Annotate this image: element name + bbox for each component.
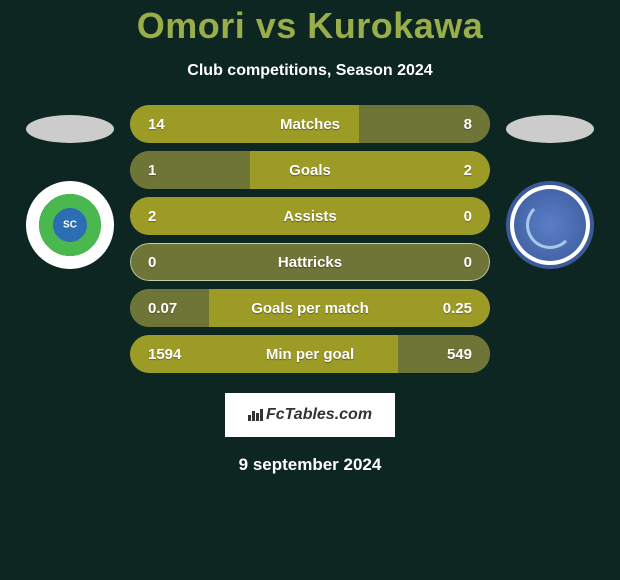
- season-subtitle: Club competitions, Season 2024: [187, 62, 432, 80]
- infographic-container: Omori vs Kurokawa Club competitions, Sea…: [0, 0, 620, 580]
- player-left-column: SC: [10, 105, 130, 269]
- stat-right-value: 0: [464, 254, 472, 271]
- stat-bar-min-per-goal: 1594 Min per goal 549: [130, 335, 490, 373]
- main-content-row: SC 14Matches81Goals22Assists00Hattricks0…: [0, 105, 620, 373]
- stat-label: Goals per match: [251, 300, 369, 317]
- stat-left-value: 14: [148, 116, 165, 133]
- stat-bar-assists: 2 Assists 0: [130, 197, 490, 235]
- stat-right-value: 549: [447, 346, 472, 363]
- fctables-attribution: FcTables.com: [225, 393, 395, 437]
- stat-left-value: 1594: [148, 346, 181, 363]
- stat-label: Min per goal: [266, 346, 354, 363]
- stat-bar-goals-per-match: 0.07 Goals per match 0.25: [130, 289, 490, 327]
- stat-right-value: 2: [464, 162, 472, 179]
- stat-right-value: 0: [464, 208, 472, 225]
- stat-left-value: 0: [148, 254, 156, 271]
- stats-column: 14 Matches 8 1 Goals 2 2 Assists 0 0 Hattricks 0 0.0…: [130, 105, 490, 373]
- stat-left-value: 2: [148, 208, 156, 225]
- stat-label: Matches: [280, 116, 340, 133]
- stat-left-value: 1: [148, 162, 156, 179]
- fctables-label: FcTables.com: [266, 406, 372, 424]
- stat-bar-matches: 14 Matches 8: [130, 105, 490, 143]
- stat-right-value: 0.25: [443, 300, 472, 317]
- stat-left-value: 0.07: [148, 300, 177, 317]
- tochigi-sc-badge: SC: [26, 181, 114, 269]
- mito-hollyhock-badge: [506, 181, 594, 269]
- comparison-title: Omori vs Kurokawa: [137, 5, 484, 47]
- stat-label: Goals: [289, 162, 331, 179]
- player-left-photo-placeholder: [26, 115, 114, 143]
- player-right-photo-placeholder: [506, 115, 594, 143]
- infographic-date: 9 september 2024: [239, 455, 382, 475]
- stat-label: Assists: [283, 208, 336, 225]
- stat-bar-goals: 1 Goals 2: [130, 151, 490, 189]
- bar-chart-icon: [248, 409, 263, 421]
- stat-right-value: 8: [464, 116, 472, 133]
- stat-label: Hattricks: [278, 254, 342, 271]
- stat-bar-hattricks: 0 Hattricks 0: [130, 243, 490, 281]
- player-right-column: [490, 105, 610, 269]
